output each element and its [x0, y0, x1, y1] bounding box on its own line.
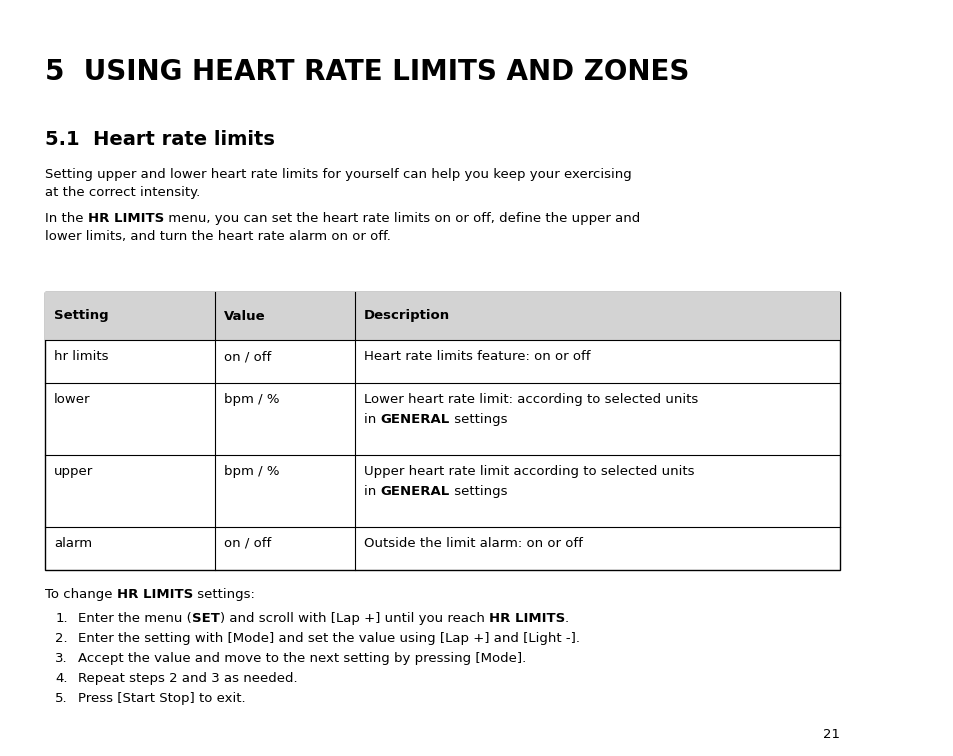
Text: Setting: Setting	[54, 309, 109, 323]
Text: 5  USING HEART RATE LIMITS AND ZONES: 5 USING HEART RATE LIMITS AND ZONES	[45, 58, 689, 86]
Text: To change: To change	[45, 588, 116, 601]
Text: on / off: on / off	[224, 537, 271, 550]
Text: en: en	[921, 70, 942, 85]
Text: Enter the setting with [Mode] and set the value using [Lap +] and [Light -].: Enter the setting with [Mode] and set th…	[78, 632, 579, 645]
Text: in: in	[364, 413, 380, 426]
Text: settings: settings	[449, 485, 507, 498]
Text: .: .	[564, 612, 569, 625]
Text: 3.: 3.	[55, 652, 68, 665]
Text: at the correct intensity.: at the correct intensity.	[45, 186, 200, 199]
Text: SET: SET	[192, 612, 219, 625]
Text: Accept the value and move to the next setting by pressing [Mode].: Accept the value and move to the next se…	[78, 652, 526, 665]
Text: bpm / %: bpm / %	[224, 465, 279, 478]
Text: alarm: alarm	[54, 537, 92, 550]
Text: 1.: 1.	[55, 612, 68, 625]
Text: HR LIMITS: HR LIMITS	[488, 612, 564, 625]
Bar	[45, 292, 840, 340]
Text: HR LIMITS: HR LIMITS	[88, 212, 164, 225]
Text: 5.1  Heart rate limits: 5.1 Heart rate limits	[45, 130, 274, 149]
Text: in: in	[364, 485, 380, 498]
Text: Lower heart rate limit: according to selected units: Lower heart rate limit: according to sel…	[364, 393, 698, 406]
Text: hr limits: hr limits	[54, 350, 109, 363]
Text: Repeat steps 2 and 3 as needed.: Repeat steps 2 and 3 as needed.	[78, 672, 297, 685]
Text: lower: lower	[54, 393, 91, 406]
Text: 2.: 2.	[55, 632, 68, 645]
Text: GENERAL: GENERAL	[380, 485, 449, 498]
Text: Press [Start Stop] to exit.: Press [Start Stop] to exit.	[78, 692, 245, 705]
Text: Description: Description	[364, 309, 450, 323]
Text: Setting upper and lower heart rate limits for yourself can help you keep your ex: Setting upper and lower heart rate limit…	[45, 168, 631, 181]
Text: HR LIMITS: HR LIMITS	[116, 588, 193, 601]
Text: lower limits, and turn the heart rate alarm on or off.: lower limits, and turn the heart rate al…	[45, 230, 391, 243]
Text: Value: Value	[224, 309, 265, 323]
Text: Outside the limit alarm: on or off: Outside the limit alarm: on or off	[364, 537, 582, 550]
Text: 21: 21	[822, 728, 840, 741]
Text: 5.: 5.	[55, 692, 68, 705]
Text: bpm / %: bpm / %	[224, 393, 279, 406]
Text: menu, you can set the heart rate limits on or off, define the upper and: menu, you can set the heart rate limits …	[164, 212, 639, 225]
Text: Heart rate limits feature: on or off: Heart rate limits feature: on or off	[364, 350, 590, 363]
Text: settings: settings	[449, 413, 507, 426]
Text: In the: In the	[45, 212, 88, 225]
Text: settings:: settings:	[193, 588, 254, 601]
Text: upper: upper	[54, 465, 93, 478]
Text: 4.: 4.	[55, 672, 68, 685]
Text: on / off: on / off	[224, 350, 271, 363]
Bar	[45, 292, 840, 570]
Text: ) and scroll with [Lap +] until you reach: ) and scroll with [Lap +] until you reac…	[219, 612, 488, 625]
Text: Upper heart rate limit according to selected units: Upper heart rate limit according to sele…	[364, 465, 694, 478]
Text: Enter the menu (: Enter the menu (	[78, 612, 192, 625]
Text: GENERAL: GENERAL	[380, 413, 449, 426]
